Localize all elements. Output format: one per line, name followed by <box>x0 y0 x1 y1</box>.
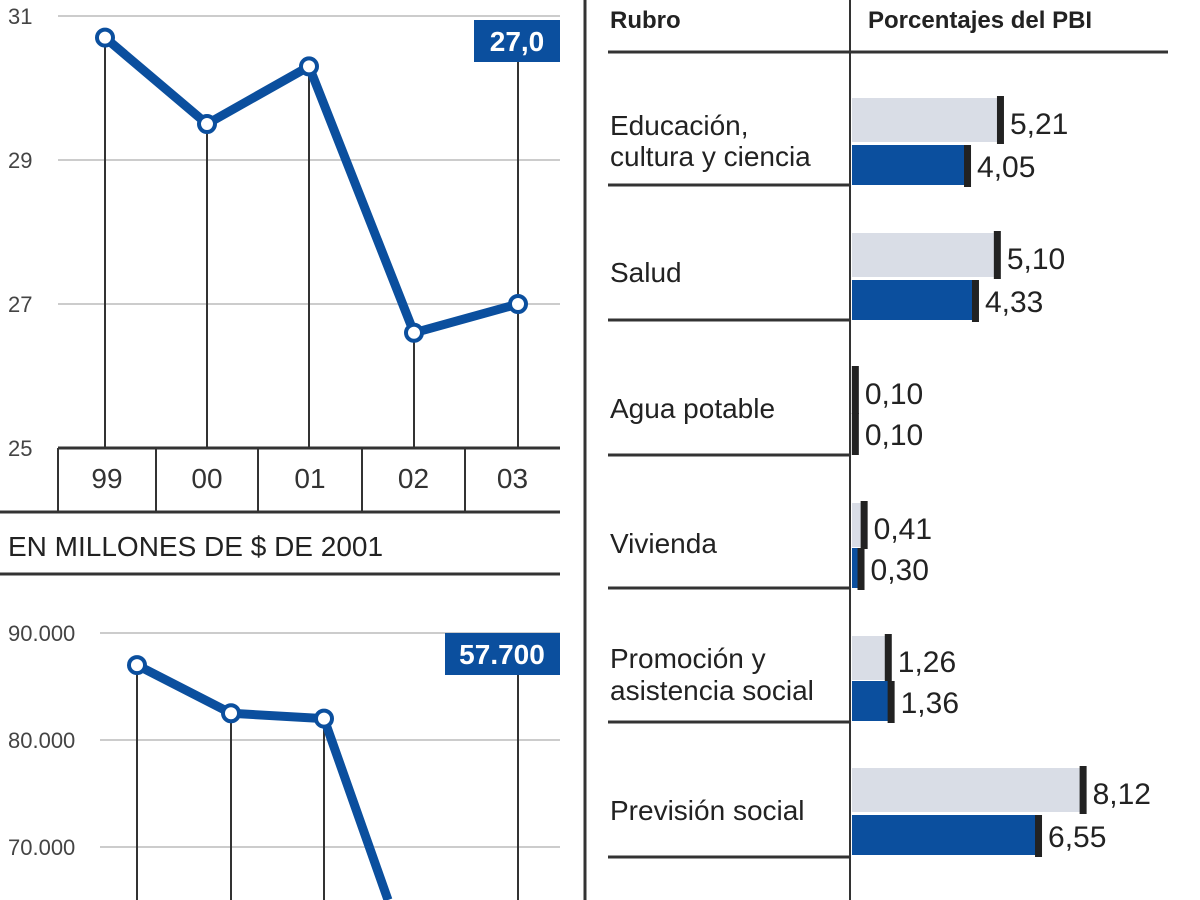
highlight-badge <box>474 20 560 62</box>
value-label-dark: 4,33 <box>985 286 1043 319</box>
value-label-dark: 6,55 <box>1048 821 1106 854</box>
bar-dark <box>852 548 861 588</box>
series-line <box>102 34 520 338</box>
bar-light <box>852 768 1083 812</box>
category-label: Promoción y <box>610 643 766 674</box>
highlight-badge-label: 57.700 <box>459 639 545 670</box>
category-label: Educación, <box>610 110 749 141</box>
x-tick-label: 00 <box>191 463 222 494</box>
category-label: Agua potable <box>610 393 775 424</box>
bar-light <box>852 233 997 277</box>
data-point <box>221 703 241 724</box>
data-point <box>127 655 147 676</box>
value-label-dark: 0,10 <box>865 419 923 452</box>
bar-dark-marker <box>851 413 859 455</box>
bar-dark <box>852 280 975 320</box>
data-point <box>314 708 334 729</box>
bar-dark <box>852 145 968 185</box>
y-tick-label: 90.000 <box>8 621 75 646</box>
bar-light-marker <box>993 231 1001 279</box>
bar-light <box>852 636 888 680</box>
section-label: EN MILLONES DE $ DE 2001 <box>8 531 383 562</box>
value-label-light: 5,21 <box>1010 108 1068 141</box>
bar-dark-marker <box>887 681 895 723</box>
category-label: Previsión social <box>610 795 805 826</box>
data-point <box>508 294 528 314</box>
value-label-light: 0,41 <box>874 513 932 546</box>
x-tick-label: 01 <box>294 463 325 494</box>
x-tick-label: 02 <box>398 463 429 494</box>
bar-dark <box>852 681 891 721</box>
bar-light-marker <box>1079 766 1087 814</box>
series-line <box>134 661 393 900</box>
highlight-badge-label: 27,0 <box>490 26 545 57</box>
y-tick-label: 25 <box>8 436 32 461</box>
data-point <box>197 114 217 134</box>
value-label-dark: 4,05 <box>977 151 1035 184</box>
value-label-dark: 0,30 <box>871 554 929 587</box>
bar-dark-marker <box>971 280 979 322</box>
bar-light-marker <box>860 501 868 549</box>
data-point <box>299 56 319 77</box>
bar-light-marker <box>884 634 892 682</box>
x-tick-label: 03 <box>497 463 528 494</box>
value-label-dark: 1,36 <box>901 687 959 720</box>
y-tick-label: 29 <box>8 148 32 173</box>
value-label-light: 5,10 <box>1007 243 1065 276</box>
bar-light-marker <box>996 96 1004 144</box>
top-line-chart: 31 29 27 25 99 00 01 02 03 27,0 <box>8 4 560 512</box>
value-label-light: 1,26 <box>898 646 956 679</box>
category-label: asistencia social <box>610 675 814 706</box>
bar-dark-marker <box>1035 815 1043 857</box>
header-rubro: Rubro <box>610 7 681 34</box>
category-label: Vivienda <box>610 528 717 559</box>
y-tick-label: 70.000 <box>8 835 75 860</box>
bar-dark-marker <box>857 548 865 590</box>
pbi-bar-chart: Rubro Porcentajes del PBI Educación,cultur… <box>608 0 1168 900</box>
data-point <box>404 322 424 343</box>
x-tick-label: 99 <box>91 463 122 494</box>
category-label: cultura y ciencia <box>610 141 811 172</box>
bar-dark <box>852 815 1039 855</box>
y-tick-label: 31 <box>8 4 32 29</box>
bar-dark-marker <box>964 145 972 187</box>
bar-light <box>852 98 1000 142</box>
y-tick-label: 80.000 <box>8 728 75 753</box>
value-label-light: 0,10 <box>865 378 923 411</box>
header-porcentajes: Porcentajes del PBI <box>868 7 1092 34</box>
y-tick-label: 27 <box>8 292 32 317</box>
data-point <box>95 27 115 48</box>
value-label-light: 8,12 <box>1093 778 1151 811</box>
bottom-line-chart: 90.000 80.000 70.000 57.700 <box>8 621 560 900</box>
category-label: Salud <box>610 257 682 288</box>
bar-light-marker <box>851 366 859 414</box>
highlight-badge <box>445 633 560 675</box>
bar-light <box>852 503 864 547</box>
